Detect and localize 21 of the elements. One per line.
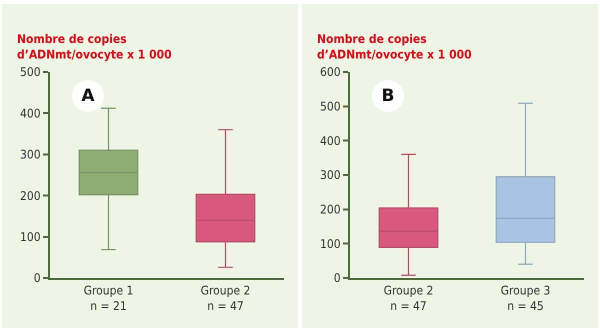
y-tick-label: 0 — [334, 271, 341, 286]
x-tick-label: Groupe 1 n = 21 — [84, 283, 134, 313]
y-tick-label: 200 — [20, 188, 41, 203]
y-tick-label: 300 — [320, 168, 341, 182]
y-tick-label: 0 — [34, 271, 41, 286]
x-tick-label: Groupe 3 n = 45 — [500, 283, 550, 313]
y-axis-title: Nombre de copies d’ADNmt/ovocyte x 1 000 — [17, 32, 172, 62]
y-tick-label: 600 — [320, 65, 341, 80]
y-tick-label: 400 — [320, 134, 341, 148]
y-tick-label: 100 — [20, 230, 41, 244]
circle-badge: B — [372, 80, 404, 112]
y-tick-label: 500 — [20, 65, 41, 80]
y-tick-label: 100 — [320, 236, 341, 251]
y-tick-label: 500 — [320, 100, 341, 114]
y-tick-label: 300 — [20, 148, 41, 162]
y-tick-label: 400 — [20, 106, 41, 120]
x-tick-label: Groupe 2 n = 47 — [200, 283, 250, 313]
x-tick-label: Groupe 2 n = 47 — [384, 283, 434, 313]
y-axis-title: Nombre de copies d’ADNmt/ovocyte x 1 000 — [317, 32, 472, 62]
circle-badge: A — [72, 80, 104, 112]
y-tick-label: 200 — [320, 202, 341, 217]
